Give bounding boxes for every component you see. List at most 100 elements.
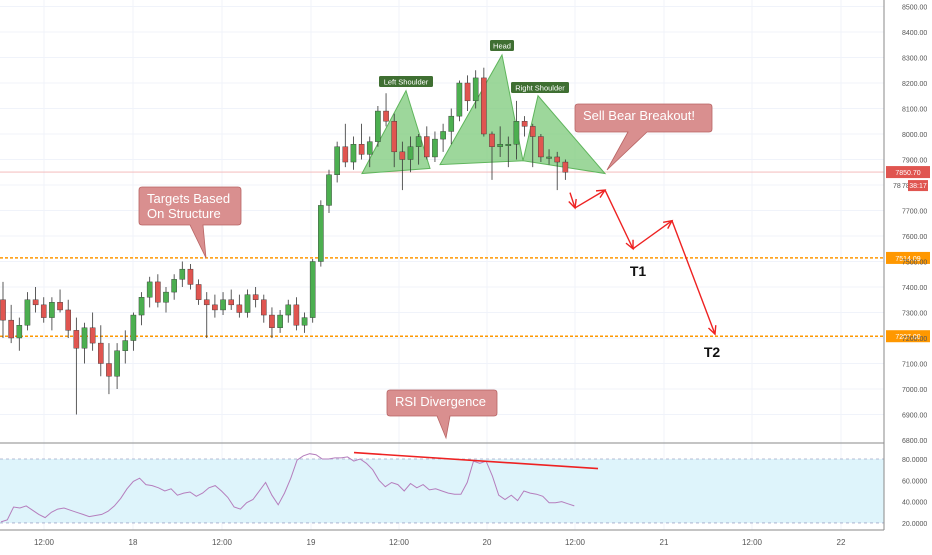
price-tick: 7500.00 [902,260,927,267]
price-tick: 7000.00 [902,387,927,394]
candle-body-29 [236,304,243,313]
candle-body-61 [497,143,503,147]
candle-body-62 [505,143,512,146]
candle-body-55 [448,115,455,132]
candle-body-10 [81,327,88,349]
candle-body-0 [0,299,6,321]
rsi-callout-text-0: RSI Divergence [395,394,486,409]
candle-body-35 [285,304,292,316]
rsi-line [0,453,575,523]
head-label-box [490,40,514,51]
candle-body-28 [228,299,235,306]
price-tick: 8200.00 [902,81,927,88]
last-price-tag [886,166,930,179]
candle-body-17 [138,297,145,316]
rsi-divergence-line [353,451,599,470]
support-levels: 7514.09 7207.00 [0,171,930,343]
rsi-tick: 40.0000 [902,500,927,507]
right-shoulder-label: Right Shoulder [515,84,565,93]
projection-seg-1 [574,189,606,209]
level-label: 7514.09 [895,256,920,263]
candle-body-34 [277,314,283,328]
price-tick: 7700.00 [902,209,927,216]
partial-price-tick: 78 [893,183,901,190]
candle-body-32 [261,299,267,316]
candle-body-19 [155,281,161,303]
time-tick: 12:00 [34,538,55,547]
candle-body-26 [212,304,218,311]
candle-body-2 [16,325,23,339]
price-tick: 8500.00 [902,5,927,12]
candle-body-40 [326,174,332,206]
candle-body-33 [269,314,275,328]
time-tick: 18 [129,538,138,547]
level-tag-1 [886,330,930,343]
candle-body-50 [407,146,414,160]
candle-body-12 [97,342,104,364]
candle-body-8 [65,309,71,331]
rsi-tick: 20.0000 [902,521,927,528]
candle-body-4 [32,299,39,306]
price-tick: 7300.00 [902,311,927,318]
projection-arrowhead-4 [707,325,717,336]
candle-body-44 [358,143,365,155]
price-tick: 7100.00 [902,362,927,369]
candle-body-60 [489,133,495,147]
candle-body-18 [146,281,153,298]
candle-body-58 [472,77,479,102]
time-tick: 21 [660,538,669,547]
time-tick: 12:00 [565,538,586,547]
time-tick: 20 [483,538,492,547]
candle-body-52 [424,136,430,158]
candle-body-51 [415,136,422,147]
candle-body-21 [171,279,177,293]
candle-body-53 [432,138,438,158]
candle-body-13 [106,363,112,377]
targets-callout-text-0: Targets Based [147,191,230,206]
candle-body-47 [383,110,389,122]
candle-body-65 [529,126,536,137]
time-tick: 19 [307,538,316,547]
time-tick: 12:00 [389,538,410,547]
candle-body-37 [301,317,308,326]
candle-body-16 [130,314,137,341]
candle-body-1 [8,319,14,339]
rsi-callout-bubble [386,389,498,440]
level-label: 7207.00 [895,334,920,341]
price-tick: 7600.00 [902,234,927,241]
candle-body-57 [464,82,471,102]
price-tick: 7200.00 [902,336,927,343]
candle-body-38 [309,261,316,318]
countdown-label: 38:17 [909,183,927,190]
candle-body-54 [440,131,446,140]
candle-body-20 [163,291,169,303]
candle-body-31 [252,294,259,300]
candle-body-14 [114,350,120,377]
left-shoulder-label: Left Shoulder [384,78,429,87]
sell-callout-bubble [574,103,713,171]
candle-body-43 [350,143,357,163]
candle-body-45 [366,141,373,155]
candle-body-69 [562,161,569,173]
countdown-tag [908,180,928,192]
candle-body-23 [187,268,194,285]
target-t2-label: T2 [704,344,721,360]
candle-body-63 [513,121,520,145]
candle-body-24 [195,284,202,300]
rsi-line-group [0,451,599,523]
rsi-tick: 80.0000 [902,457,927,464]
targets-callout-bubble [138,186,242,259]
time-tick: 12:00 [212,538,233,547]
projection-seg-2 [604,189,634,250]
last-price-label: 7850.70 [895,170,920,177]
projection-seg-3 [632,220,673,250]
candle-body-67 [546,156,552,159]
candle-body-68 [554,156,560,163]
price-tick: 8300.00 [902,56,927,63]
candle-body-36 [293,304,300,326]
candle-body-7 [57,302,63,311]
candle-body-22 [179,268,186,280]
candle-body-42 [342,146,349,163]
